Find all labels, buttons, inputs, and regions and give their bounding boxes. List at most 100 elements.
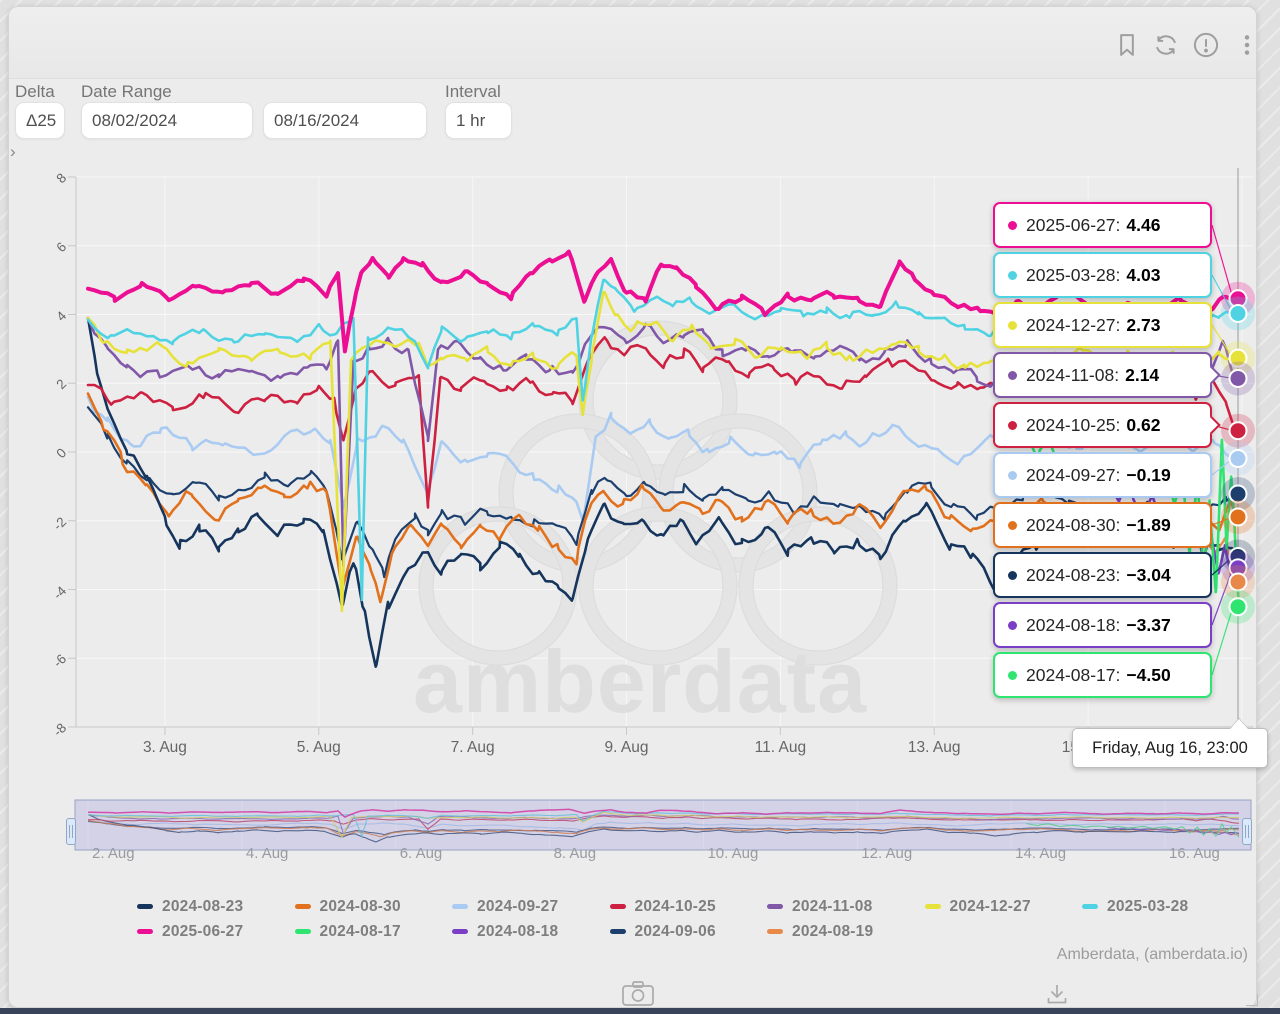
series-dot-icon [1008,520,1017,530]
legend-item-2024-08-18[interactable]: 2024-08-18 [452,923,610,941]
series-dot-icon [1008,420,1017,430]
series-tooltip: 2024-12-27: 2.73 [993,302,1212,348]
date-from-input[interactable]: 08/02/2024 [81,102,253,139]
series-2024-08-23 [86,316,1241,668]
legend-item-2024-08-30[interactable]: 2024-08-30 [294,897,453,916]
camera-icon[interactable] [621,980,655,1008]
tooltip-series-value: −4.50 [1126,664,1171,685]
tooltip-series-value: 2.14 [1125,364,1160,385]
collapse-chevron[interactable]: › [10,142,16,161]
resize-corner[interactable] [1246,994,1258,1006]
more-menu-icon[interactable] [1233,31,1261,59]
info-icon[interactable] [1192,31,1220,59]
legend-swatch-icon [1082,904,1098,909]
interval-input[interactable]: 1 hr [445,102,512,139]
delta-input[interactable]: Δ25 [15,102,65,139]
legend-swatch-icon [767,929,783,934]
tooltip-series-label: 2025-06-27: [1026,214,1121,235]
legend-item-2024-12-27[interactable]: 2024-12-27 [924,897,1083,916]
series-tooltip: 2024-08-30: −1.89 [993,502,1212,548]
date-to-input[interactable]: 08/16/2024 [263,102,427,139]
legend-item-label: 2024-08-23 [162,897,244,915]
legend-item-label: 2024-10-25 [634,897,716,915]
navigator-label: 14. Aug [1015,845,1067,862]
legend-item-label: 2024-08-17 [319,922,401,940]
date-tooltip: Friday, Aug 16, 23:00 [1072,728,1268,768]
legend-item-label: 2024-08-30 [319,897,401,915]
legend-item-2025-06-27[interactable]: 2025-06-27 [137,923,295,941]
legend-item-label: 2024-08-19 [792,922,874,940]
legend-item-2024-09-27[interactable]: 2024-09-27 [452,898,610,916]
legend-swatch-icon [294,929,311,934]
credit-text: Amberdata, (amberdata.io) [1056,946,1248,963]
navigator-label: 16. Aug [1169,845,1220,862]
x-axis-label: 11. Aug [754,739,807,756]
legend-item-2024-09-06[interactable]: 2024-09-06 [609,922,768,941]
tooltip-series-value: 4.46 [1126,214,1161,235]
series-dot-icon [1008,320,1017,330]
legend-item-label: 2024-09-06 [634,922,716,940]
tooltip-series-value: −3.37 [1126,614,1171,635]
navigator-label: 10. Aug [707,845,759,862]
end-markers [1221,281,1255,624]
navigator-range[interactable] [75,800,1251,850]
series-dot-icon [1008,370,1017,380]
legend-item-label: 2024-11-08 [792,897,873,915]
legend-item-2025-03-28[interactable]: 2025-03-28 [1082,898,1240,916]
header-bar [9,7,1256,79]
navigator-label: 12. Aug [861,845,913,862]
legend-item-label: 2024-12-27 [949,897,1031,915]
bookmark-icon[interactable] [1113,31,1141,59]
tooltip-series-label: 2025-03-28: [1026,264,1121,285]
legend-swatch-icon [767,904,783,909]
tooltip-series-label: 2024-12-27: [1026,314,1121,335]
tooltip-series-value: −3.04 [1126,564,1171,585]
tooltip-series-label: 2024-09-27: [1026,464,1121,485]
tooltip-series-label: 2024-11-08: [1026,364,1120,385]
series-dot-icon [1008,620,1017,630]
legend-item-label: 2025-03-28 [1107,897,1189,915]
x-axis-label: 13. Aug [907,739,961,756]
legend-swatch-icon [452,929,468,934]
navigator-right-handle[interactable] [1242,818,1252,845]
x-axis-label: 3. Aug [142,739,187,756]
x-axis-label: 9. Aug [604,739,649,756]
download-icon[interactable] [1045,982,1069,1006]
legend-item-label: 2025-06-27 [162,922,244,940]
legend-item-label: 2024-09-27 [477,897,559,915]
legend-item-2024-11-08[interactable]: 2024-11-08 [767,898,925,916]
series-tooltip: 2024-10-25: 0.62 [993,402,1221,448]
watermark-text: amberdata [413,632,867,731]
legend-item-label: 2024-08-18 [477,922,559,940]
navigator-left-handle[interactable] [66,818,76,845]
date-range-label: Date Range [81,82,172,101]
x-axis-label: 7. Aug [450,739,495,756]
series-dot-icon [1008,470,1017,480]
legend-row: 2024-08-23 2024-08-30 2024-09-27 2024-10-25… [137,896,1240,916]
legend-item-2024-10-25[interactable]: 2024-10-25 [609,897,768,916]
legend-item-2024-08-19[interactable]: 2024-08-19 [767,923,925,941]
navigator-label: 6. Aug [399,845,443,862]
tooltip-series-label: 2024-08-23: [1026,564,1121,585]
series-dot-icon [1008,220,1017,230]
series-tooltip: 2024-08-23: −3.04 [993,552,1212,598]
legend-swatch-icon [137,904,153,909]
series-dot-icon [1008,570,1017,580]
legend-swatch-icon [924,904,941,909]
legend-item-2024-08-17[interactable]: 2024-08-17 [294,922,453,941]
series-tooltip: 2024-09-27: −0.19 [993,452,1212,498]
legend-swatch-icon [609,929,626,934]
tooltip-series-value: −0.19 [1126,464,1171,485]
tooltip-series-label: 2024-08-18: [1026,614,1121,635]
refresh-icon[interactable] [1152,31,1180,59]
tooltip-series-label: 2024-08-17: [1026,664,1121,685]
tooltip-series-value: 0.62 [1126,414,1161,435]
window-edge [0,1008,1280,1014]
navigator-label: 4. Aug [245,845,289,862]
delta-label: Delta [15,82,55,101]
x-axis-label: 5. Aug [296,739,341,756]
tooltip-series-value: 4.03 [1126,264,1161,285]
navigator [74,799,1252,851]
tooltip-series-label: 2024-08-30: [1026,514,1121,535]
legend-item-2024-08-23[interactable]: 2024-08-23 [137,898,295,916]
